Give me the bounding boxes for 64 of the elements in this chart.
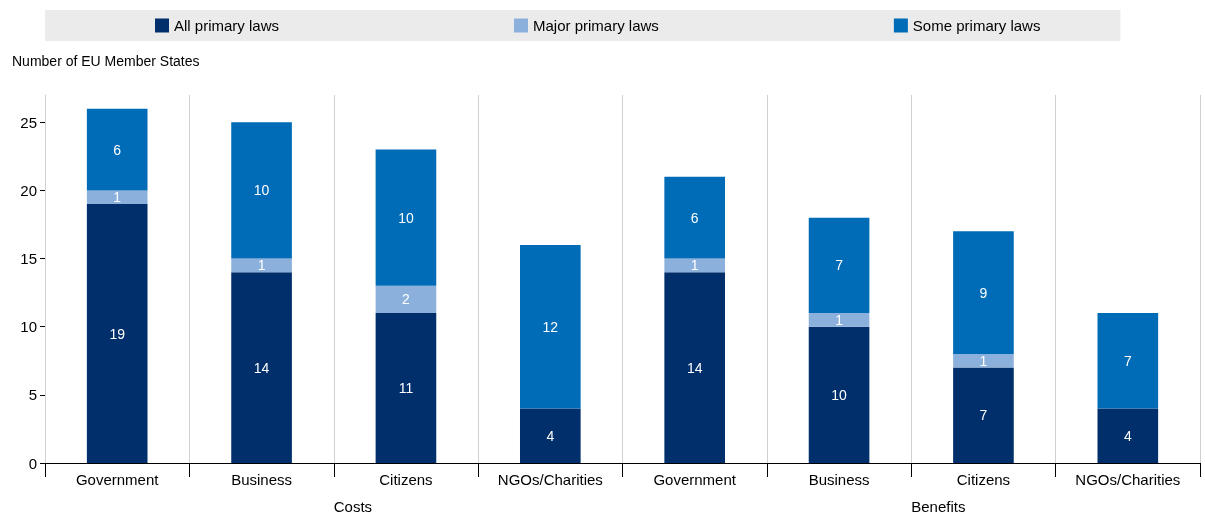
bar (808, 326, 870, 463)
bar (231, 272, 292, 463)
bar (86, 204, 148, 463)
data-label: 6 (113, 141, 122, 158)
data-label: 6 (690, 209, 699, 226)
bar (86, 108, 148, 191)
bar (519, 408, 581, 463)
legend-label: Some primary laws (912, 17, 1041, 34)
x-tick-label: Citizens (379, 471, 433, 488)
bar (664, 176, 726, 259)
bar (231, 258, 292, 273)
x-tick-label: NGOs/Charities (1075, 471, 1181, 488)
data-label: 14 (686, 359, 703, 376)
x-tick-label: Citizens (956, 471, 1011, 488)
data-label: 1 (690, 257, 699, 274)
data-label: 10 (253, 182, 270, 199)
y-tick-label: 25 (20, 113, 37, 131)
data-label: 7 (835, 257, 844, 274)
x-tick-label: Government (75, 471, 160, 488)
data-label: 2 (402, 291, 411, 308)
bar (1097, 408, 1159, 463)
text: Benefits (911, 498, 966, 515)
y-tick-label: 0 (28, 454, 37, 472)
bar (808, 313, 870, 327)
bar (953, 353, 1014, 368)
bar (808, 217, 870, 314)
y-tick-label: 15 (20, 250, 37, 268)
legend-label: All primary laws (174, 17, 280, 34)
y-tick-label: 5 (28, 386, 37, 404)
bar (1097, 313, 1159, 409)
bar (375, 149, 437, 286)
data-label: 11 (398, 380, 414, 397)
data-label: 14 (253, 359, 270, 376)
y-tick-label: 10 (20, 318, 37, 336)
data-label: 4 (1123, 427, 1132, 444)
data-label: 1 (257, 257, 266, 274)
bar (375, 313, 437, 463)
legend-label: Major primary laws (533, 17, 659, 34)
data-label: 1 (835, 311, 844, 328)
data-label: 7 (1123, 352, 1132, 369)
x-tick-label: NGOs/Charities (497, 471, 603, 488)
bar (86, 190, 148, 205)
bar (953, 367, 1014, 463)
bar (664, 258, 726, 273)
x-tick-label: Business (231, 471, 292, 488)
bar (375, 285, 437, 314)
x-tick-label: Government (653, 471, 737, 488)
y-axis-title: Number of EU Member States (12, 53, 200, 69)
data-label: 1 (113, 189, 122, 206)
bar (953, 231, 1014, 354)
data-label: 4 (546, 427, 555, 444)
bar (664, 272, 726, 463)
data-label: 7 (979, 407, 988, 424)
y-tick-label: 20 (20, 181, 37, 199)
text: Costs (333, 498, 373, 515)
bar (231, 122, 292, 259)
bar (519, 244, 581, 409)
data-label: 19 (109, 325, 126, 342)
data-label: 10 (398, 209, 414, 226)
data-label: 10 (831, 386, 848, 403)
data-label: 12 (542, 318, 559, 335)
x-tick-label: Business (808, 471, 870, 488)
data-label: 9 (979, 284, 988, 301)
data-label: 1 (979, 352, 988, 369)
